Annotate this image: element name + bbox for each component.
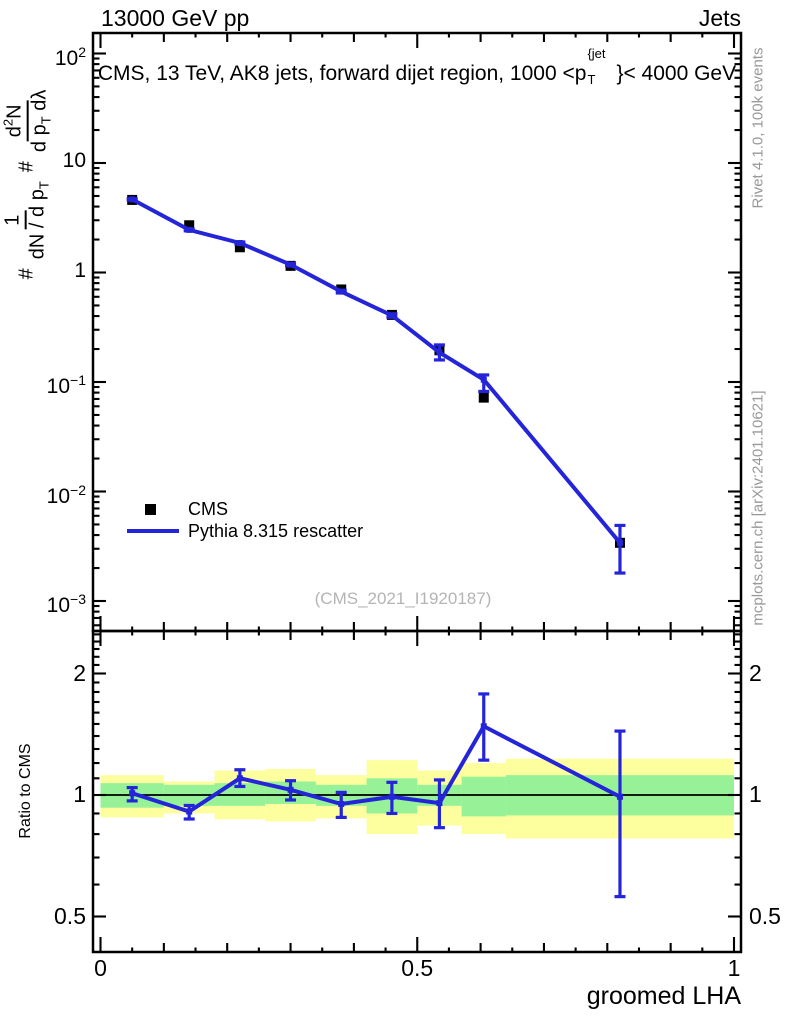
plot-title: CMS, 13 TeV, AK8 jets, forward dijet reg… — [93, 46, 741, 87]
main-y-tick-label: 1 — [74, 258, 86, 282]
ratio-mc-marker — [388, 793, 395, 800]
mc-prediction-line — [131, 197, 622, 545]
x-tick-label: 1 — [727, 955, 741, 981]
plot-title-text-end: }< 4000 GeV — [616, 62, 737, 85]
mc-data-marker — [616, 539, 623, 546]
pt-jet-superscript: {jet — [587, 46, 606, 61]
mc-data-marker — [287, 261, 294, 268]
mc-data-marker — [338, 288, 345, 295]
legend-label-cms: CMS — [188, 499, 228, 519]
ratio-mc-marker — [436, 800, 443, 807]
beam-energy-header: 13000 GeV pp — [101, 5, 250, 31]
fraction-numerator: d2N — [0, 100, 29, 142]
ratio-y-tick-label-right: 2 — [749, 659, 762, 686]
x-tick-label: 0 — [94, 955, 107, 981]
ratio-mc-marker — [186, 808, 193, 815]
mc-data-marker — [388, 312, 395, 319]
watermark-analysis-id: (CMS_2021_I1920187) — [314, 589, 492, 608]
mc-data-marker — [480, 376, 487, 383]
legend-marker-cms — [145, 504, 156, 515]
x-tick-label: 0.5 — [401, 955, 434, 981]
main-y-tick-label: 10−3 — [46, 591, 86, 617]
ratio-y-tick-label-right: 1 — [749, 781, 762, 807]
mc-data-marker — [129, 196, 136, 203]
main-y-tick-label: 10 — [62, 149, 86, 172]
ratio-y-tick-label: 1 — [73, 781, 86, 807]
legend-line-mc — [127, 529, 179, 533]
main-y-tick-label: 102 — [54, 43, 86, 70]
credit-rivet-version: Rivet 4.1.0, 100k events — [749, 47, 767, 209]
fraction-denominator: dN / d pT — [27, 181, 52, 260]
ratio-mc-marker — [236, 775, 243, 782]
credit-mcplots-arxiv: mcplots.cern.ch [arXiv:2401.10621] — [749, 390, 767, 626]
pt-jet-subscript: T — [587, 72, 596, 87]
ratio-y-tick-label: 2 — [73, 659, 86, 686]
x-axis-title: groomed LHA — [586, 982, 741, 1010]
cms-data-marker — [234, 242, 245, 253]
fraction-numerator: 1 — [2, 210, 27, 230]
mc-data-marker — [186, 226, 193, 233]
ratio-band-green — [461, 776, 506, 817]
ratio-y-tick-label-right: 0.5 — [749, 902, 781, 929]
plot-title-text: CMS, 13 TeV, AK8 jets, forward dijet reg… — [97, 62, 587, 85]
mc-data-marker — [236, 239, 243, 246]
fraction-denominator: d pT dλ — [28, 89, 54, 153]
mc-data-marker — [436, 349, 443, 356]
legend-label-mc: Pythia 8.315 rescatter — [188, 521, 364, 541]
fraction-d2n-over-dptdlambda: d2N d pT dλ — [0, 86, 54, 156]
main-y-tick-label: 10−1 — [46, 372, 86, 398]
main-y-tick-label: 10−2 — [46, 481, 86, 508]
analysis-group-header: Jets — [698, 5, 741, 31]
ratio-mc-marker — [129, 790, 136, 797]
ratio-mc-marker — [338, 800, 345, 807]
ratio-mc-marker — [616, 793, 623, 800]
ratio-mc-marker — [480, 723, 487, 730]
cms-data-marker — [478, 392, 489, 403]
fraction-1-over-dndpt: 1 dN / d pT — [2, 177, 52, 263]
ratio-y-tick-label: 0.5 — [54, 902, 86, 929]
ratio-panel-frame — [91, 629, 743, 954]
ratio-mc-marker — [287, 786, 294, 793]
cms-data-marker — [184, 220, 195, 231]
main-y-axis-title: # 1 dN / d pT # d2N d pT dλ — [0, 86, 54, 285]
pt-jet-supsub: {jet T — [586, 46, 616, 87]
